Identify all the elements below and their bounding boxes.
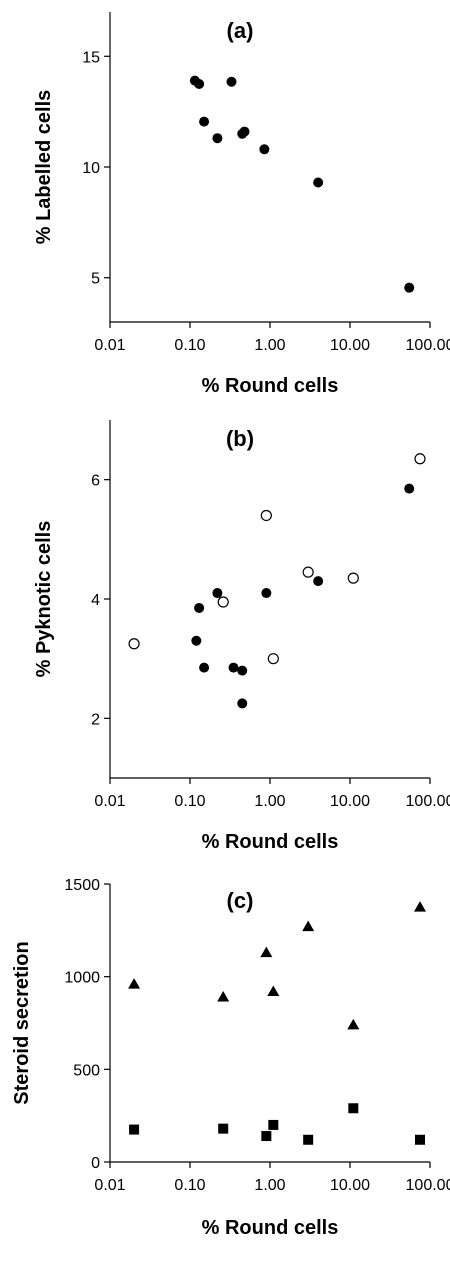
- x-tick-label: 0.01: [94, 793, 125, 810]
- data-point-open-circle: [267, 653, 279, 665]
- panel-label: (c): [227, 888, 254, 913]
- data-point-square: [303, 1134, 314, 1145]
- y-tick-label: 1500: [64, 877, 100, 894]
- y-tick-label: 15: [82, 49, 100, 66]
- data-point-filled-circle: [259, 144, 270, 155]
- x-axis-title: % Round cells: [202, 1217, 339, 1239]
- data-point-filled-circle: [261, 588, 272, 599]
- x-tick-label: 10.00: [330, 1177, 370, 1194]
- panel-a: 0.01 0.10 1.00 10.00 100.00 5 10 15 (a) % Round c…: [33, 12, 450, 397]
- data-point-square: [268, 1119, 279, 1130]
- y-axis-title: Steroid secretion: [11, 941, 33, 1104]
- x-tick-label: 100.00: [406, 337, 450, 354]
- y-tick-label: 10: [82, 160, 100, 177]
- data-point-triangle: [128, 978, 141, 989]
- y-tick-label: 6: [91, 473, 100, 490]
- data-point-open-circle: [414, 453, 426, 465]
- data-point-triangle: [260, 946, 273, 958]
- y-tick-label: 0: [91, 1155, 100, 1172]
- data-point-filled-circle: [194, 78, 205, 89]
- y-tick-label: 5: [91, 271, 100, 288]
- data-point-triangle: [302, 920, 315, 932]
- data-point-triangle: [267, 985, 280, 996]
- x-tick-label: 100.00: [406, 793, 450, 810]
- data-point-triangle: [347, 1018, 360, 1030]
- panel-label: (a): [227, 18, 254, 43]
- data-point-filled-circle: [212, 133, 223, 144]
- data-point-open-circle: [302, 566, 314, 578]
- data-point-square: [218, 1123, 229, 1134]
- x-tick-label: 10.00: [330, 337, 370, 354]
- data-point-filled-circle: [199, 662, 210, 673]
- x-axis-title: % Round cells: [202, 375, 339, 397]
- data-point-square: [261, 1131, 272, 1142]
- y-tick-label: 1000: [64, 970, 100, 987]
- data-point-triangle: [414, 901, 427, 912]
- data-point-filled-circle: [228, 662, 239, 673]
- panel-c: 0.01 0.10 1.00 10.00 100.00 0 500 1000 1500 (c) % …: [11, 877, 450, 1239]
- y-axis-title: % Labelled cells: [33, 90, 55, 245]
- data-point-filled-circle: [199, 116, 210, 127]
- data-point-square: [415, 1134, 426, 1145]
- x-tick-label: 0.10: [174, 1177, 205, 1194]
- panel-b: 0.01 0.10 1.00 10.00 100.00 2 4 6 (b) % Round cel…: [33, 420, 450, 853]
- x-tick-label: 1.00: [254, 793, 285, 810]
- data-point-square: [129, 1124, 140, 1135]
- x-tick-label: 0.01: [94, 337, 125, 354]
- data-point-filled-circle: [239, 126, 250, 137]
- y-tick-label: 500: [73, 1062, 100, 1079]
- x-tick-label: 1.00: [254, 1177, 285, 1194]
- data-point-open-circle: [217, 596, 229, 608]
- y-axis-title: % Pyknotic cells: [33, 521, 55, 678]
- data-point-filled-circle: [226, 76, 237, 87]
- data-point-filled-circle: [404, 282, 415, 293]
- data-point-filled-circle: [313, 177, 324, 188]
- data-point-filled-circle: [194, 602, 205, 613]
- x-tick-label: 1.00: [254, 337, 285, 354]
- x-axis-title: % Round cells: [202, 831, 339, 853]
- data-point-filled-circle: [313, 576, 324, 587]
- x-tick-label: 0.10: [174, 793, 205, 810]
- data-point-open-circle: [128, 638, 140, 650]
- data-point-filled-circle: [404, 483, 415, 494]
- x-tick-label: 0.01: [94, 1177, 125, 1194]
- y-tick-label: 4: [91, 592, 100, 609]
- data-point-filled-circle: [212, 588, 223, 599]
- data-point-square: [348, 1103, 359, 1114]
- data-point-filled-circle: [191, 635, 202, 646]
- data-point-triangle: [217, 991, 230, 1002]
- data-point-filled-circle: [237, 665, 248, 676]
- data-point-filled-circle: [237, 698, 248, 709]
- x-tick-label: 10.00: [330, 793, 370, 810]
- panel-label: (b): [226, 426, 254, 451]
- x-tick-label: 0.10: [174, 337, 205, 354]
- data-point-open-circle: [347, 572, 359, 584]
- y-tick-label: 2: [91, 711, 100, 728]
- x-tick-label: 100.00: [406, 1177, 450, 1194]
- data-point-open-circle: [260, 509, 272, 522]
